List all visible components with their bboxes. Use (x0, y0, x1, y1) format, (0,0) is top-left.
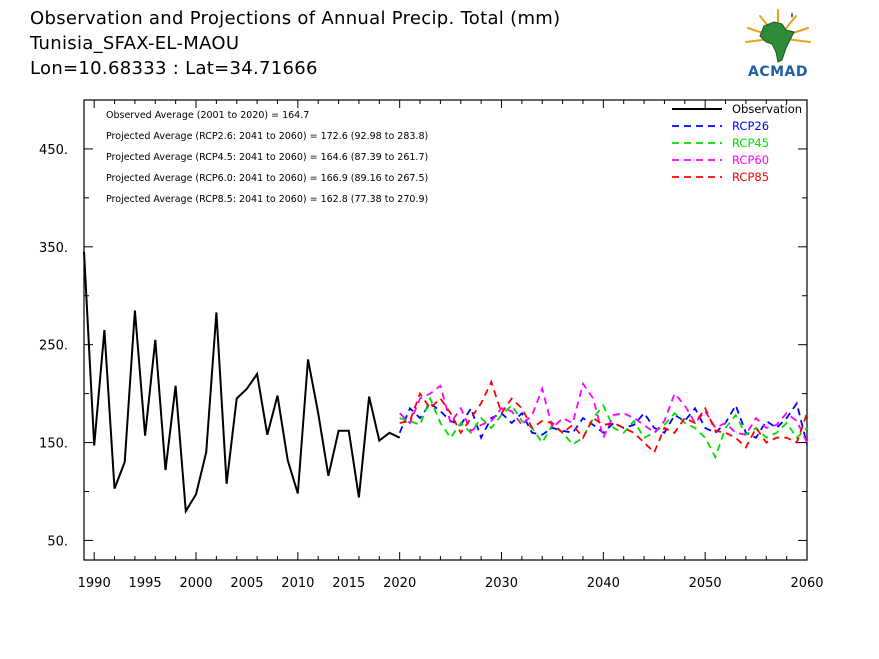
africa-map-logo-icon (745, 9, 811, 63)
x-tick-label: 2010 (281, 576, 314, 591)
x-tick-label: 2060 (790, 576, 823, 591)
legend-label-rcp60: RCP60 (732, 153, 769, 167)
series-line-rcp26 (398, 401, 808, 445)
y-tick-label: 250. (39, 339, 68, 354)
station-coordinates: Lon=10.68333 : Lat=34.71666 (30, 58, 318, 79)
series-line-rcp45 (399, 396, 808, 460)
x-tick-label: 1990 (78, 576, 111, 591)
legend-label-rcp85: RCP85 (732, 170, 769, 184)
annotation-text: Projected Average (RCP4.5: 2041 to 2060)… (106, 152, 428, 163)
x-tick-label: 2050 (689, 576, 722, 591)
x-tick-label: 2030 (485, 576, 518, 591)
acmad-logo: ACMAD (738, 8, 818, 84)
legend-label-rcp26: RCP26 (732, 119, 769, 133)
chart-legend: Observation RCP26 RCP45 RCP60 RCP85 (672, 102, 802, 184)
x-tick-label: 2040 (587, 576, 620, 591)
legend-label-rcp45: RCP45 (732, 136, 769, 150)
y-tick-label: 150. (39, 437, 68, 452)
x-tick-label: 1995 (129, 576, 162, 591)
x-tick-label: 2015 (332, 576, 365, 591)
plot-frame (83, 99, 808, 561)
legend-label-observation: Observation (732, 102, 802, 116)
series-layer (83, 251, 808, 515)
chart-title: Observation and Projections of Annual Pr… (30, 8, 561, 29)
y-tick-label: 350. (39, 241, 68, 256)
annotation-text: Projected Average (RCP2.6: 2041 to 2060)… (106, 131, 428, 142)
annotation-text: Projected Average (RCP6.0: 2041 to 2060)… (106, 173, 428, 184)
chart-axes: 50. 150. 250. 350. 450. 1990 1995 2000 2005 2010 2… (39, 99, 824, 591)
annotation-text: Observed Average (2001 to 2020) = 164.7 (106, 110, 309, 121)
y-tick-label: 450. (39, 143, 68, 158)
x-tick-label: 2020 (383, 576, 416, 591)
annotation-layer: Observed Average (2001 to 2020) = 164.7 P… (106, 110, 428, 205)
series-line-observation (83, 251, 401, 515)
x-tick-label: 2005 (230, 576, 263, 591)
acmad-logo-text: ACMAD (748, 64, 808, 80)
station-name: Tunisia_SFAX-EL-MAOU (30, 33, 240, 54)
annotation-text: Projected Average (RCP8.5: 2041 to 2060)… (106, 194, 428, 205)
x-tick-label: 2000 (179, 576, 212, 591)
y-tick-label: 50. (47, 534, 68, 549)
series-line-rcp85 (399, 379, 808, 454)
